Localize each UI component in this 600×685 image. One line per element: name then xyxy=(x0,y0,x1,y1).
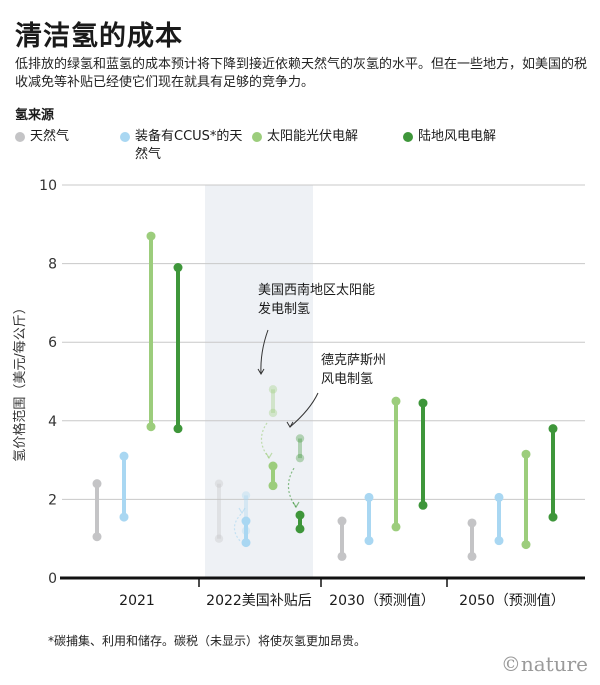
range-dot xyxy=(295,524,305,534)
range-dot xyxy=(119,512,129,522)
legend-label: 陆地风电电解 xyxy=(418,129,497,144)
legend-item-natural-gas: 天然气 xyxy=(15,128,110,146)
range-dot xyxy=(146,231,156,241)
ghost-range-dot xyxy=(295,453,305,463)
ghost-range-dot xyxy=(268,408,278,418)
chart-title: 清洁氢的成本 xyxy=(15,21,183,52)
footnote: *碳捕集、利用和储存。碳税（未显示）将使灰氢更加昂贵。 xyxy=(48,634,367,648)
y-tick-label: 10 xyxy=(39,178,57,194)
range-dot xyxy=(548,424,558,434)
y-tick-label: 4 xyxy=(48,414,57,430)
range-dot xyxy=(494,536,504,546)
shift-arrowhead xyxy=(265,452,273,460)
range-dot xyxy=(173,263,183,273)
legend-label: 装备有CCUS*的天然气 xyxy=(135,129,243,162)
shift-arrowhead xyxy=(238,507,246,515)
chart-subtitle: 低排放的绿氢和蓝氢的成本预计将下降到接近依赖天然气的灰氢的水平。但在一些地方，如… xyxy=(15,57,588,90)
range-dot xyxy=(391,522,401,532)
range-dot xyxy=(548,512,558,522)
ghost-range-dot xyxy=(241,491,251,500)
annotation-arrowhead xyxy=(286,421,294,428)
annotation-label: 美国西南地区太阳能 xyxy=(258,282,375,298)
x-category-label: 2021 xyxy=(119,593,155,609)
annotation-label: 德克萨斯州 xyxy=(321,353,386,368)
legend-swatch xyxy=(403,132,413,142)
range-dot xyxy=(146,422,156,432)
ghost-range-dot xyxy=(268,385,278,394)
range-dot xyxy=(467,518,477,528)
legend-heading: 氢来源 xyxy=(15,108,55,123)
range-dot xyxy=(521,540,531,550)
legend-item-ccus-gas: 装备有CCUS*的天然气 xyxy=(120,128,253,164)
x-category-label: 2030（预测值） xyxy=(329,593,435,609)
range-dot xyxy=(92,532,102,542)
legend-swatch xyxy=(120,132,130,142)
range-dot xyxy=(337,516,347,526)
range-dot xyxy=(364,536,374,546)
range-dot xyxy=(295,510,305,520)
legend-swatch xyxy=(252,132,262,142)
nature-logo: ©nature xyxy=(500,652,588,676)
legend-item-solar-pv: 太阳能光伏电解 xyxy=(252,128,392,146)
highlight-band xyxy=(205,185,313,578)
annotation-label: 风电制氢 xyxy=(321,372,373,387)
y-tick-label: 2 xyxy=(48,492,57,508)
shift-arrowhead xyxy=(292,501,300,509)
x-category-label: 2022美国补贴后 xyxy=(206,593,312,609)
range-dot xyxy=(521,449,531,459)
ghost-range-dot xyxy=(214,534,224,543)
range-dot xyxy=(241,516,251,526)
legend-label: 天然气 xyxy=(30,129,70,144)
range-dot xyxy=(173,424,183,434)
range-dot xyxy=(337,551,347,561)
range-dot xyxy=(268,481,278,491)
range-dot xyxy=(467,551,477,561)
range-dot xyxy=(418,500,428,510)
range-dot xyxy=(391,396,401,406)
legend-swatch xyxy=(15,132,25,142)
y-tick-label: 6 xyxy=(48,335,57,351)
legend-item-onshore-wind: 陆地风电电解 xyxy=(403,128,543,146)
annotation-pointer xyxy=(289,392,319,428)
range-dot xyxy=(364,492,374,502)
y-axis-label: 氢价格范围（美元/每公斤） xyxy=(12,301,28,461)
range-dot xyxy=(268,461,278,471)
range-chart: 0 2 4 6 8 10 氢价格范围（美元/每公斤） 美国西南地区太阳能发电制氢德克萨斯州风电… xyxy=(12,178,585,609)
y-tick-label: 0 xyxy=(48,571,57,587)
annotation-arrowhead xyxy=(257,368,265,375)
range-dot xyxy=(92,479,102,489)
range-dot xyxy=(119,451,129,461)
range-dot xyxy=(418,398,428,408)
legend-label: 太阳能光伏电解 xyxy=(267,129,359,144)
x-category-label: 2050（预测值） xyxy=(459,593,565,609)
range-dot xyxy=(241,538,251,548)
range-dot xyxy=(494,492,504,502)
annotation-pointer xyxy=(260,329,269,375)
ghost-range-dot xyxy=(214,479,224,488)
shift-arrow xyxy=(233,512,243,542)
y-tick-label: 8 xyxy=(48,257,57,273)
ghost-range-dot xyxy=(295,434,305,443)
annotation-label: 发电制氢 xyxy=(258,301,310,317)
